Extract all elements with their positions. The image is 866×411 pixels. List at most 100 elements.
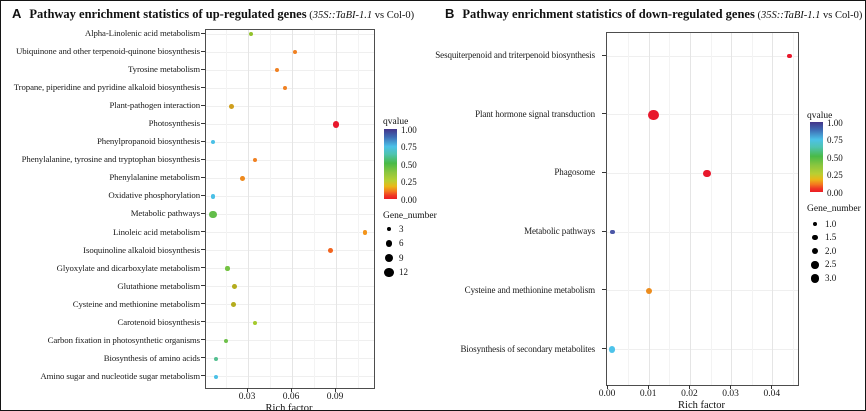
grid-line-horizontal <box>206 51 374 53</box>
panel-b-title-main: Pathway enrichment statistics of down-re… <box>462 7 755 21</box>
grid-line-minor <box>792 33 794 385</box>
category-label: Metabolic pathways <box>130 208 200 219</box>
x-axis-tick <box>647 385 649 389</box>
category-label: Plant hormone signal transduction <box>475 108 595 119</box>
data-point <box>609 346 616 353</box>
y-axis-tick <box>201 267 205 269</box>
x-tick-label: 0.02 <box>681 389 698 399</box>
grid-line-horizontal <box>206 304 374 306</box>
x-axis-tick <box>606 385 608 389</box>
qvalue-legend-title: qvalue <box>807 111 833 121</box>
panel-b-title: B Pathway enrichment statistics of down-r… <box>445 5 862 23</box>
gene-number-legend-label: 9 <box>399 252 404 263</box>
grid-line-minor <box>628 33 630 385</box>
gene-number-legend-dot <box>384 267 394 278</box>
data-point <box>213 374 218 379</box>
data-point <box>703 169 711 178</box>
x-axis-label: Rich factor <box>678 400 725 411</box>
plot-area <box>205 29 375 389</box>
category-label: Phagosome <box>554 167 595 178</box>
grid-line-horizontal <box>206 123 374 125</box>
category-label: Ubiquinone and other terpenoid-quinone b… <box>16 46 200 57</box>
qvalue-tick-label: 0.25 <box>827 170 843 180</box>
data-point <box>609 229 615 235</box>
x-axis-tick <box>771 385 773 389</box>
category-label: Glutathione metabolism <box>117 280 200 291</box>
gene-number-legend-label: 2.0 <box>825 245 837 256</box>
grid-line-horizontal <box>206 213 374 215</box>
grid-line-major <box>689 33 691 385</box>
grid-line-horizontal <box>206 250 374 252</box>
category-label: Biosynthesis of secondary metabolites <box>460 343 595 354</box>
qvalue-tick-label: 0.25 <box>401 177 417 187</box>
y-axis-tick <box>602 289 606 291</box>
panel-b-label: B <box>445 6 455 21</box>
grid-line-horizontal <box>206 195 374 197</box>
gene-number-legend-dot <box>812 234 818 241</box>
panel-a-title: A Pathway enrichment statistics of up-reg… <box>12 5 414 23</box>
grid-line-horizontal <box>206 177 374 179</box>
gene-number-legend-dot <box>385 240 393 247</box>
category-label: Sesquiterpenoid and triterpenoid biosynt… <box>435 50 595 60</box>
panel-b-note-open: ( <box>754 10 761 21</box>
qvalue-tick-label: 0.75 <box>401 142 417 152</box>
x-tick-label: 0.00 <box>598 389 616 399</box>
y-axis-tick <box>201 321 205 323</box>
data-point <box>275 67 280 73</box>
x-tick-label: 0.06 <box>282 392 300 402</box>
y-axis-tick <box>201 104 205 106</box>
qvalue-colorbar <box>384 129 397 199</box>
gene-number-legend-dot <box>811 248 819 255</box>
category-label: Amino sugar and nucleotide sugar metabol… <box>40 370 200 381</box>
panel-a-note-close: vs Col-0) <box>372 10 415 21</box>
gene-number-legend-dot <box>384 253 394 263</box>
qvalue-tick-label: 0.00 <box>401 194 417 205</box>
grid-line-minor <box>710 33 712 385</box>
y-axis-tick <box>201 375 205 377</box>
qvalue-tick-label: 0.75 <box>827 135 843 145</box>
grid-line-horizontal <box>206 105 374 107</box>
category-label: Alpha-Linolenic acid metabolism <box>84 28 200 38</box>
category-label: Oxidative phosphorylation <box>108 190 200 201</box>
qvalue-tick-label: 1.00 <box>401 124 417 135</box>
grid-line-horizontal <box>206 268 374 270</box>
y-axis-tick <box>201 231 205 233</box>
gene-number-legend-label: 12 <box>399 267 408 277</box>
category-label: Isoquinoline alkaloid biosynthesis <box>83 244 200 255</box>
data-point <box>646 287 653 294</box>
panel-a-note-genotype: 35S::TaBI-1.1 <box>312 10 373 21</box>
data-point <box>253 158 258 163</box>
x-axis-tick <box>688 385 690 389</box>
data-point <box>210 140 215 145</box>
category-label: Tyrosine metabolism <box>127 64 200 75</box>
grid-line-minor <box>313 30 315 388</box>
gene-number-legend-label: 3.0 <box>825 272 837 283</box>
grid-line-horizontal <box>607 55 798 57</box>
qvalue-tick-label: 1.00 <box>827 117 843 128</box>
grid-line-horizontal <box>206 87 374 89</box>
plot-area <box>606 32 799 386</box>
data-point <box>332 120 340 128</box>
y-axis-tick <box>201 86 205 88</box>
grid-line-horizontal <box>206 286 374 288</box>
data-point <box>230 302 236 308</box>
y-axis-tick <box>201 303 205 305</box>
x-tick-label: 0.03 <box>722 389 739 399</box>
panel-b-title-note: (35S::TaBI-1.1 vs Col-0) <box>754 10 862 21</box>
gene-number-legend-label: 1.0 <box>825 218 837 229</box>
data-point <box>786 53 792 59</box>
grid-line-major <box>335 30 337 388</box>
grid-line-horizontal <box>206 322 374 324</box>
data-point <box>223 338 229 343</box>
grid-line-minor <box>269 30 271 388</box>
grid-line-minor <box>669 33 671 385</box>
panel-b-note-genotype: 35S::TaBI-1.1 <box>760 10 821 21</box>
grid-line-minor <box>225 30 227 388</box>
gene-number-legend-dot <box>811 261 819 269</box>
panel-b: B Pathway enrichment statistics of down-r… <box>434 1 865 411</box>
category-label: Photosynthesis <box>148 118 200 129</box>
grid-line-minor <box>357 30 359 388</box>
grid-line-horizontal <box>206 159 374 161</box>
grid-line-major <box>731 33 733 385</box>
y-axis-tick <box>201 68 205 70</box>
